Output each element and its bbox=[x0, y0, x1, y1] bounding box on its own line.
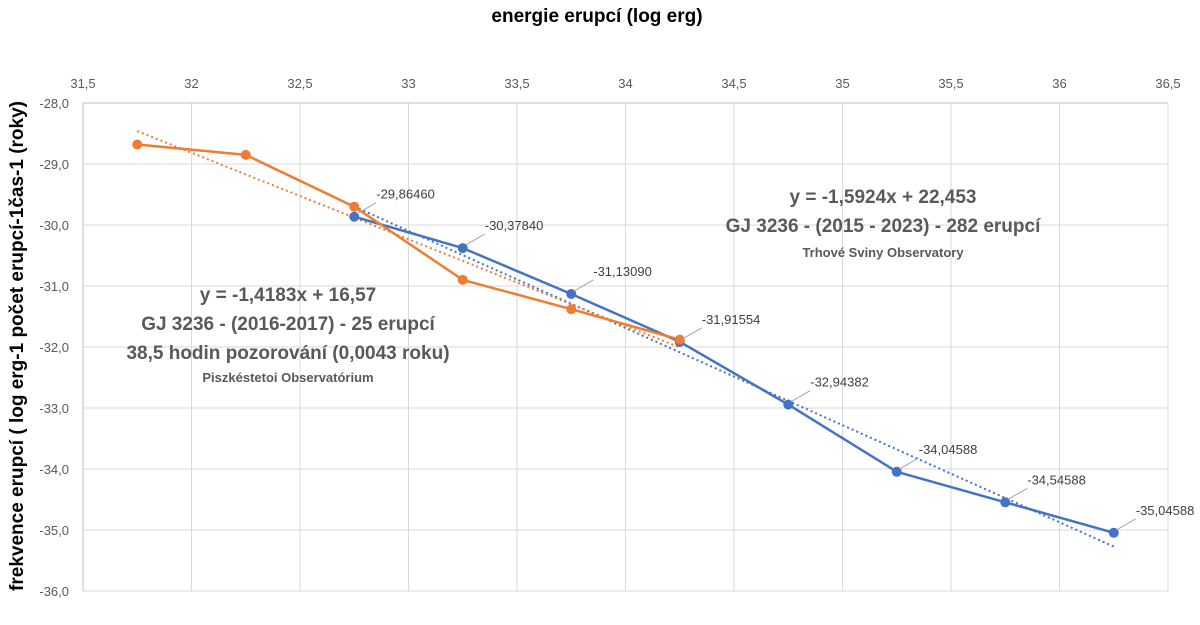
x-tick-label: 35,5 bbox=[938, 76, 963, 91]
blue-trendline-equation: y = -1,5924x + 22,453 bbox=[790, 187, 977, 208]
data-point-orange bbox=[132, 139, 143, 150]
data-label-leader bbox=[1116, 518, 1137, 531]
x-tick-label: 32,5 bbox=[287, 76, 312, 91]
data-label-leader bbox=[573, 279, 594, 292]
x-tick-label: 34 bbox=[618, 76, 632, 91]
data-point-blue bbox=[349, 211, 360, 222]
data-point-blue bbox=[1108, 527, 1119, 538]
series-line-blue bbox=[353, 215, 1115, 535]
data-label: -35,04588 bbox=[1136, 503, 1195, 518]
y-tick-label: -29,0 bbox=[39, 157, 69, 172]
y-tick-label: -32,0 bbox=[39, 340, 69, 355]
data-label: -32,94382 bbox=[810, 375, 869, 390]
y-tick-label: -35,0 bbox=[39, 523, 69, 538]
trendline-layer bbox=[136, 130, 1115, 548]
trendline-orange bbox=[136, 130, 681, 349]
data-point-orange bbox=[240, 149, 251, 160]
data-label-layer: -29,86460 -30,37840 -31,13090 -31,91554 -32,… bbox=[356, 187, 1195, 531]
y-tick-label: -28,0 bbox=[39, 96, 69, 111]
data-label: -34,54588 bbox=[1027, 472, 1086, 487]
data-point-blue bbox=[457, 243, 468, 254]
trendline-blue bbox=[353, 205, 1115, 548]
data-point-orange bbox=[674, 334, 685, 345]
data-label-leader bbox=[790, 390, 811, 403]
data-label-leader bbox=[682, 327, 703, 340]
x-tick-label: 36 bbox=[1052, 76, 1066, 91]
blue-observatory: Trhové Sviny Observatory bbox=[802, 245, 964, 260]
data-label: -31,13090 bbox=[593, 264, 652, 279]
orange-observatory: Piszkéstetoi Observatórium bbox=[202, 370, 373, 385]
x-tick-label: 33,5 bbox=[504, 76, 529, 91]
y-tick-label: -31,0 bbox=[39, 279, 69, 294]
series-layer bbox=[132, 139, 1119, 538]
x-tick-label: 31,5 bbox=[70, 76, 95, 91]
orange-series-name: GJ 3236 - (2016-2017) - 25 erupcí bbox=[141, 314, 435, 335]
data-label-leader bbox=[356, 202, 377, 215]
data-point-blue bbox=[1000, 497, 1011, 508]
series-line-orange bbox=[137, 143, 681, 341]
data-label: -31,91554 bbox=[702, 312, 761, 327]
data-label-leader bbox=[465, 233, 486, 246]
x-tick-label: 33 bbox=[401, 76, 415, 91]
data-label: -30,37840 bbox=[485, 218, 544, 233]
x-tick-label: 35 bbox=[835, 76, 849, 91]
orange-trendline-equation: y = -1,4183x + 16,57 bbox=[200, 285, 376, 306]
x-tick-label: 36,5 bbox=[1155, 76, 1180, 91]
y-tick-label: -34,0 bbox=[39, 462, 69, 477]
orange-observation-hours: 38,5 hodin pozorování (0,0043 roku) bbox=[126, 343, 449, 364]
data-point-blue bbox=[566, 288, 577, 299]
data-point-orange bbox=[457, 274, 468, 285]
chart-title: energie erupcí (log erg) bbox=[491, 6, 702, 27]
y-axis-label: frekvence erupcí ( log erg-1 počet erupc… bbox=[7, 101, 28, 591]
data-label-leader bbox=[899, 457, 920, 470]
x-tick-label: 34,5 bbox=[721, 76, 746, 91]
blue-series-name: GJ 3236 - (2015 - 2023) - 282 erupcí bbox=[726, 216, 1041, 237]
y-tick-label: -33,0 bbox=[39, 401, 69, 416]
axis-layer: 31,5 32 32,5 33 33,5 34 34,5 35 35,5 36 36,5 -28,0 -… bbox=[39, 76, 1180, 599]
y-tick-label: -36,0 bbox=[39, 584, 69, 599]
data-label: -29,86460 bbox=[376, 187, 435, 202]
data-point-orange bbox=[566, 304, 577, 315]
x-tick-label: 32 bbox=[184, 76, 198, 91]
data-point-blue bbox=[891, 466, 902, 477]
data-label: -34,04588 bbox=[919, 442, 978, 457]
y-tick-label: -30,0 bbox=[39, 218, 69, 233]
data-point-orange bbox=[349, 201, 360, 212]
data-label-leader bbox=[1007, 487, 1028, 500]
data-point-blue bbox=[783, 399, 794, 410]
